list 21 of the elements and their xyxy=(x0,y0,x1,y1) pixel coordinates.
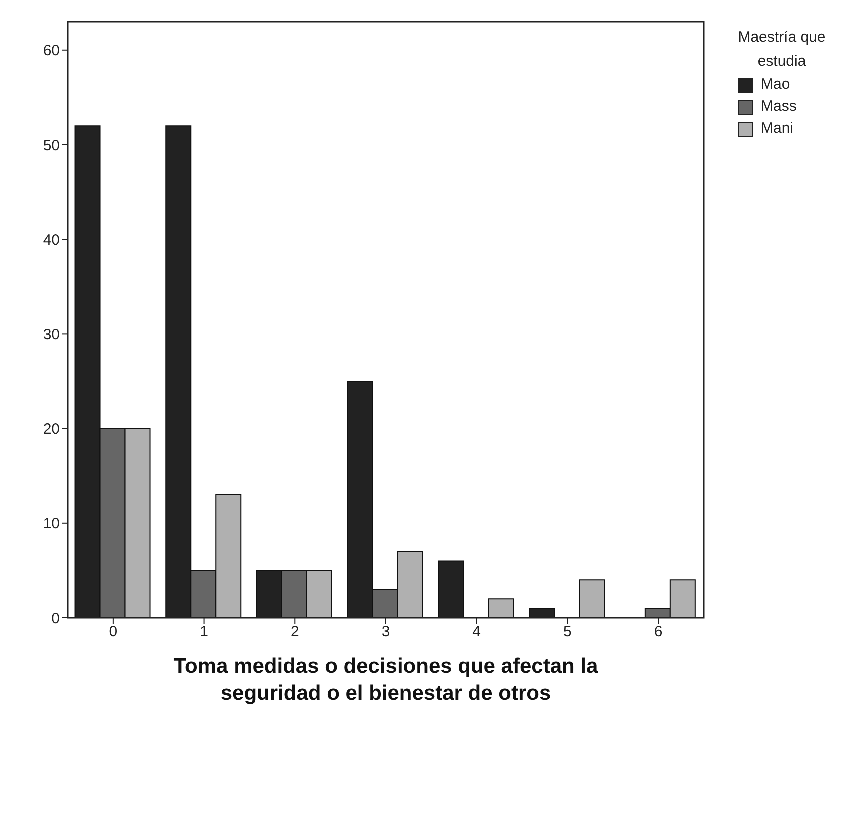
x-axis-title: Toma medidas o decisiones que afectan la seguridad o el bienestar de otros xyxy=(174,655,599,705)
y-tick-label: 60 xyxy=(43,42,60,60)
x-tick-label: 5 xyxy=(564,624,572,641)
bar xyxy=(579,580,606,618)
y-tick-label: 50 xyxy=(43,137,60,154)
y-tick-label: 10 xyxy=(43,516,60,533)
x-tick-label: 2 xyxy=(290,624,300,641)
x-tick-label: 0 xyxy=(109,624,118,641)
y-tick-label: 20 xyxy=(43,421,60,438)
x-tick-label: 6 xyxy=(654,624,663,641)
x-tick-label: 4 xyxy=(472,624,482,641)
bar xyxy=(488,598,514,618)
y-tick-label: 30 xyxy=(43,326,60,344)
legend-label: Mass xyxy=(761,97,797,117)
x-tick-label: 3 xyxy=(382,624,390,641)
legend-title: Maestría que estudia xyxy=(737,28,827,72)
legend-label: Mani xyxy=(761,119,794,139)
legend-label: Mao xyxy=(761,75,790,95)
y-tick-label: 40 xyxy=(43,232,60,249)
x-tick-label: 1 xyxy=(200,624,208,641)
y-tick-label: 0 xyxy=(52,610,60,628)
